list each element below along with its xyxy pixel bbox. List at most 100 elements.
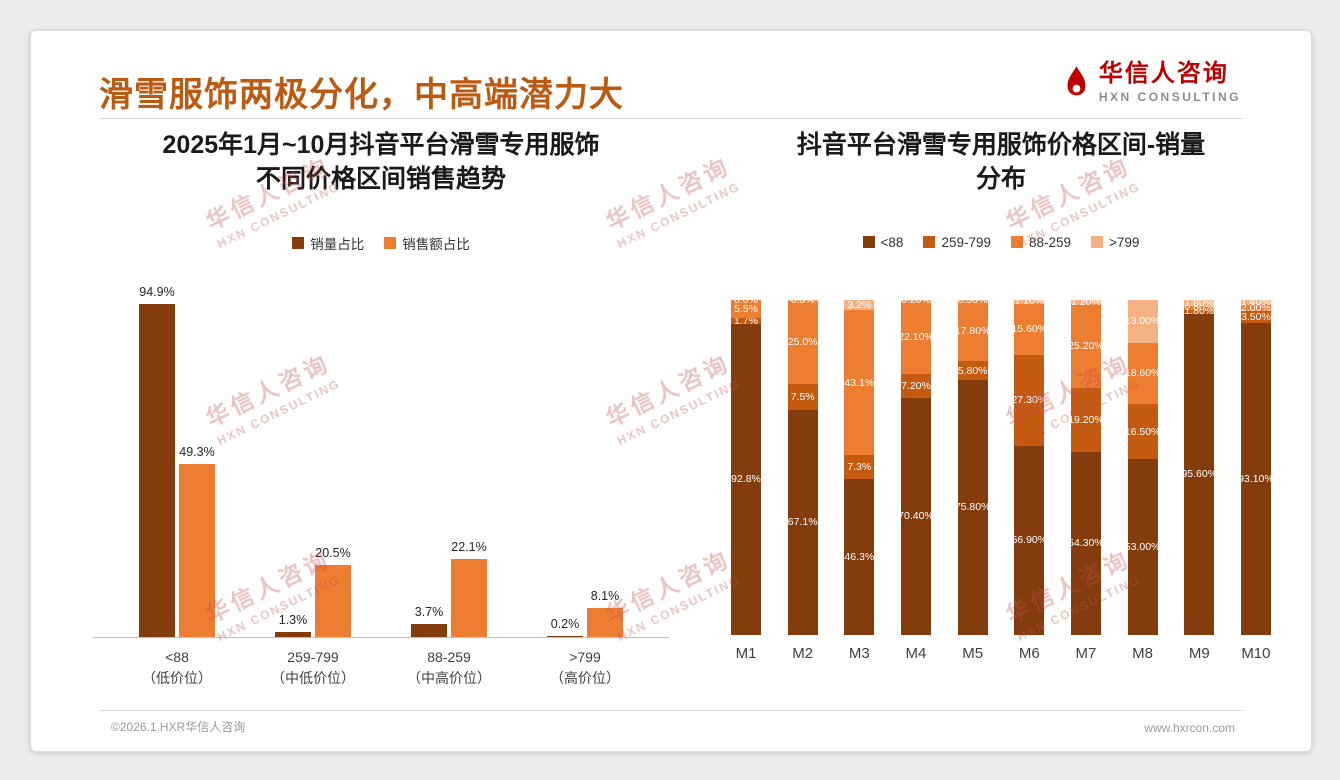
bar: 20.5% [315,546,351,637]
bar-segment: 1.40% [1240,296,1271,308]
segment-value-label: 16.50% [1124,425,1161,438]
segment-value-label: 75.80% [954,501,991,514]
bar-segment: 7.5% [787,384,818,410]
bar-group: 94.9% 49.3% <88 （低价位） [139,285,215,686]
bar-value-label: 94.9% [139,285,175,300]
bar-segment: 53.00% [1125,458,1160,635]
sales-trend-chart: 2025年1月~10月抖音平台滑雪专用服饰 不同价格区间销售趋势 销量占比 销售额… [93,129,669,686]
bar-segment: 95.60% [1181,314,1218,635]
x-axis-label: M10 [1241,644,1271,662]
bar: 94.9% [139,285,175,637]
legend-label: <88 [880,234,904,250]
stacked-bar: 67.1% 7.5% 25.0% 0.3% M2 [787,294,818,662]
stacked-bar: 75.80% 5.80% 17.80% 0.50% M5 [954,294,991,661]
bar-group: 3.7% 22.1% 88-259 （中高价位） [407,540,491,685]
bar-segment: 1.80% [1184,305,1215,317]
bar-segment: 46.3% [844,479,875,635]
bar-segment: 0.50% [957,294,988,306]
bar-segment: 15.60% [1011,303,1048,355]
bar-segment: 92.8% [731,323,761,635]
x-axis-label: <88 （低价位） [142,648,212,686]
bar-segment: 3.2% [844,299,875,311]
segment-value-label: 54.30% [1068,537,1104,550]
stacked-bar: 56.90% 27.30% 15.60% 1.10% M6 [1011,295,1048,661]
bar-segment: 1.20% [1070,296,1101,308]
bar-segment: 70.40% [898,398,934,635]
legend-swatch [923,236,936,248]
bar-segment: 7.3% [844,454,875,480]
bar-value-label: 49.3% [179,444,215,459]
footer-divider [99,710,1243,711]
bar-segment: 54.30% [1068,452,1104,635]
bar-value-label: 22.1% [451,540,487,555]
x-axis-label: 259-799 （中低价位） [271,648,355,686]
segment-value-label: 13.00% [1124,315,1161,328]
bar-segment: 27.30% [1011,354,1048,446]
segment-value-label: 92.8% [731,473,761,486]
stacked-bar: 70.40% 7.20% 22.10% 0.20% M4 [898,294,934,662]
segment-value-label: 67.1% [787,516,818,528]
legend-swatch [1091,236,1104,248]
bar-segment: 67.1% [787,409,818,635]
segment-value-label: 25.20% [1068,339,1104,352]
page-title: 滑雪服饰两极分化，中高端潜力大 [99,76,624,114]
legend-item: 88-259 [1010,235,1071,250]
segment-value-label: 95.60% [1181,468,1218,481]
bar-segment: 7.20% [900,374,931,399]
segment-value-label: 7.3% [847,461,872,474]
left-chart-plot: 94.9% 49.3% <88 （低价位） 1.3% 20.5% 259-799 （中低价… [93,285,669,686]
bar: 49.3% [179,445,215,637]
legend-swatch [1010,236,1023,248]
bar: 8.1% [587,589,623,637]
segment-value-label: 22.10% [898,331,934,344]
segment-value-label: 17.80% [954,325,991,338]
bar: 3.7% [411,605,447,637]
legend-swatch [862,236,875,248]
bar-value-label: 1.3% [278,612,308,627]
segment-value-label: 18.60% [1124,367,1161,380]
stacked-bar: 54.30% 19.20% 25.20% 1.20% M7 [1068,296,1104,662]
right-chart-legend: <88 259-799 88-259 >799 [721,235,1281,250]
bar: 0.2% [547,617,583,637]
segment-value-label: 5.80% [957,364,988,377]
x-axis-label: M6 [1018,644,1040,662]
logo-name: 华信人咨询 [1098,60,1229,87]
bar-segment: 1.80% [1184,297,1215,309]
bar: 1.3% [275,613,311,637]
logo-subtitle: HXN CONSULTING [1098,90,1241,105]
segment-value-label: 15.60% [1011,323,1048,336]
segment-value-label: 93.10% [1238,472,1274,485]
bar-group: 1.3% 20.5% 259-799 （中低价位） [271,546,355,686]
bar-value-label: 0.2% [550,616,580,631]
segment-value-label: 43.1% [844,376,875,389]
segment-value-label: 46.3% [844,550,875,563]
segment-value-label: 56.90% [1011,534,1048,547]
segment-value-label: 3.50% [1241,310,1271,323]
x-axis-label: M7 [1075,644,1097,662]
price-distribution-chart: 抖音平台滑雪专用服饰价格区间-销量 分布 <88 259-799 88-259 >79… [721,129,1281,662]
bar-segment: 25.20% [1068,303,1104,389]
bar-segment: 16.50% [1124,404,1161,459]
stacked-bar: 46.3% 7.3% 43.1% 3.2% M3 [844,299,875,662]
bar-segment: 0.80% [1184,301,1215,313]
segment-value-label: 5.5% [734,302,758,315]
x-axis-label: >799 （高价位） [550,648,620,686]
legend-item: >799 [1091,235,1139,250]
bar-segment: 0.20% [900,294,931,306]
bar-value-label: 20.5% [315,545,351,560]
company-logo: 华信人咨询 HXN CONSULTING [1063,60,1241,105]
legend-label: >799 [1109,234,1140,250]
bar-segment: 19.20% [1068,388,1104,453]
legend-swatch [384,236,397,249]
x-axis-label: M9 [1188,644,1210,662]
bar-segment: 43.1% [844,310,875,455]
x-axis-label: M8 [1132,644,1154,662]
right-chart-plot: 92.8% 1.7% 5.5% 0.0% M1 67.1% 7.5% 25.0% 0.3% M2 4… [721,294,1281,662]
bar-segment: 1.10% [1014,295,1045,307]
legend-swatch [292,236,305,249]
bar-segment: 3.50% [1240,310,1271,323]
header-divider [99,118,1243,119]
bar-group: 0.2% 8.1% >799 （高价位） [547,589,623,686]
segment-value-label: 27.30% [1011,394,1048,407]
x-axis-label: 88-259 （中高价位） [407,648,491,686]
